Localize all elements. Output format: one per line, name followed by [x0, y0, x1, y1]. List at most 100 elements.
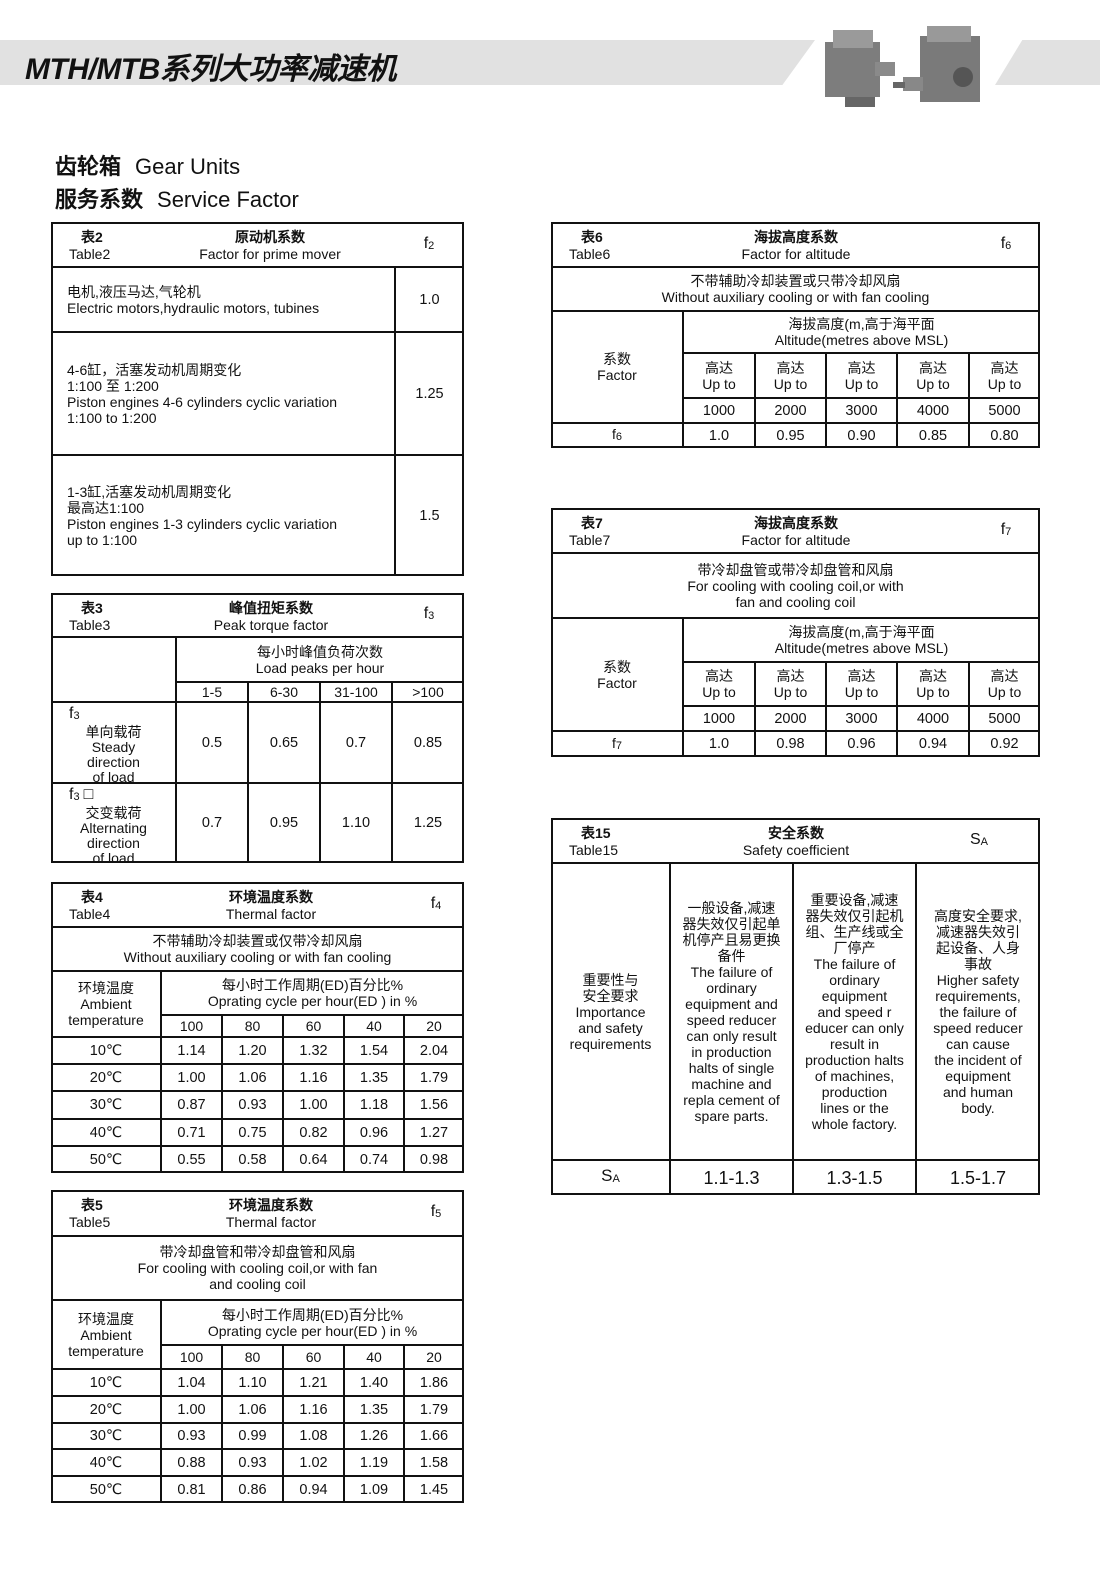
text-line: direction [87, 754, 140, 770]
text-line: Factor [597, 674, 637, 691]
text-line: Ambient [80, 1326, 132, 1343]
text-line: Up to [844, 684, 879, 700]
text-line: Altitude(metres above MSL) [774, 332, 949, 348]
temperature-label: 40℃ [51, 1119, 161, 1146]
table-title-en: Peak torque factor [213, 617, 329, 633]
temperature-label: 10℃ [51, 1369, 161, 1396]
text-line: 厂停产 [833, 939, 876, 956]
factor-value: 0.81 [161, 1476, 222, 1503]
symbol-base: f [430, 1203, 436, 1220]
column-header: 80 [222, 1345, 283, 1369]
text-line: Oprating cycle per hour(ED ) in % [207, 993, 418, 1009]
factor-value: 0.7 [320, 702, 392, 783]
text-line: 1:100 to 1:200 [67, 409, 157, 426]
text-line: production [821, 1083, 888, 1100]
factor-value: 0.90 [826, 423, 897, 448]
text-line: equipment [945, 1067, 1011, 1084]
symbol-subscript: 7 [615, 739, 622, 752]
factor-value: 0.93 [222, 1091, 283, 1119]
altitude-value: 4000 [897, 398, 969, 423]
text-line: of load [92, 769, 135, 785]
table-label: 表5 Table5 [69, 1197, 110, 1231]
symbol-label: f6 [1001, 235, 1012, 252]
text-line: fan and cooling coil [735, 593, 856, 610]
text-line: and safety [578, 1019, 643, 1036]
text-line: 高达 [990, 359, 1019, 376]
factor-value: 1.00 [161, 1064, 222, 1091]
factor-value: 0.92 [969, 731, 1040, 757]
factor-value: 1.79 [404, 1064, 464, 1091]
text-line: 带冷却盘管或带冷却盘管和风扇 [697, 561, 894, 578]
column-header: 1-5 [176, 682, 248, 702]
heading-cn: 服务系数 [55, 187, 144, 212]
text-line: production halts [805, 1051, 904, 1068]
factor-value: 1.06 [222, 1396, 283, 1423]
text-line: 海拔高度(m,高于海平面 [788, 624, 935, 640]
factor-value: 1.0 [683, 731, 755, 757]
text-line: 安全要求 [582, 987, 639, 1004]
text-line: Ambient [80, 996, 132, 1012]
text-line: Higher safety [936, 971, 1020, 988]
text-line: Up to [702, 684, 736, 700]
safety-coefficient-value: 1.3-1.5 [793, 1160, 916, 1195]
load-peaks-group-header: 每小时峰值负荷次数 Load peaks per hour [176, 637, 464, 682]
text-line: body. [961, 1099, 995, 1116]
factor-value: 1.27 [404, 1119, 464, 1146]
text-line: The failure of [690, 963, 773, 980]
text-line: 机停产且易更换 [682, 931, 781, 948]
table-title-cn: 海拔高度系数 [754, 229, 838, 245]
cooling-subtitle: 带冷却盘管或带冷却盘管和风扇 For cooling with cooling c… [551, 553, 1040, 618]
factor-value: 1.0 [683, 423, 755, 448]
factor-value: 1.06 [222, 1064, 283, 1091]
text-line: For cooling with cooling coil,or with fa… [137, 1260, 378, 1276]
text-line: Electric motors,hydraulic motors, tubine… [67, 299, 320, 316]
text-line: 起设备、人身 [936, 939, 1020, 956]
empty-corner-cell [51, 637, 176, 702]
factor-value: 0.86 [222, 1476, 283, 1503]
text-line: Importance [575, 1003, 646, 1020]
text-line: Up to [844, 375, 879, 392]
table-symbol: f4 [416, 895, 456, 915]
text-line: 高达 [705, 359, 733, 376]
up-to-label: 高达 Up to [969, 353, 1040, 398]
symbol-base: f [1000, 520, 1006, 538]
table-title-en: Thermal factor [225, 1214, 317, 1230]
text-line: 高达 [776, 359, 805, 376]
text-line: machine and [691, 1075, 772, 1092]
factor-value: 1.79 [404, 1396, 464, 1423]
column-header: 31-100 [320, 682, 392, 702]
symbol-label: f5 [431, 1203, 442, 1220]
table-label: 表4 Table4 [69, 889, 110, 923]
factor-value: 1.32 [283, 1037, 344, 1064]
text-line: 1-3缸,活塞发动机周期变化 [67, 483, 232, 500]
symbol-subscript: A [980, 835, 988, 848]
text-line: speed reducer [686, 1011, 777, 1028]
text-line: and human [942, 1083, 1014, 1100]
factor-value: 0.96 [344, 1119, 404, 1146]
table-title: 海拔高度系数 Factor for altitude [742, 515, 851, 549]
text-line: 高达 [919, 668, 947, 684]
symbol-label: f3 [69, 705, 84, 725]
factor-value: 0.85 [392, 702, 464, 783]
factor-value: 1.19 [344, 1449, 404, 1476]
text-line: and cooling coil [209, 1276, 306, 1292]
factor-value: 1.35 [344, 1396, 404, 1423]
table-label-cn: 表15 [581, 825, 611, 841]
table-title-cn: 海拔高度系数 [754, 515, 838, 531]
text-line: 高达 [847, 668, 876, 684]
text-line: 器失效仅引起单 [682, 915, 781, 932]
column-header: >100 [392, 682, 464, 702]
text-line: whole factory. [811, 1115, 898, 1132]
table-label: 表6 Table6 [569, 229, 610, 263]
text-line: in production [691, 1043, 772, 1060]
heading-service-factor: 服务系数 Service Factor [55, 182, 299, 214]
factor-value: 0.64 [283, 1146, 344, 1173]
altitude-value: 3000 [826, 398, 897, 423]
text-line: can only result [686, 1027, 777, 1044]
text-line: temperature [68, 1012, 144, 1028]
table-title-en: Factor for altitude [741, 246, 851, 262]
gear-reducer-image [825, 26, 980, 107]
column-header: 100 [161, 1345, 222, 1369]
factor-value: 0.71 [161, 1119, 222, 1146]
altitude-value: 2000 [755, 398, 826, 423]
